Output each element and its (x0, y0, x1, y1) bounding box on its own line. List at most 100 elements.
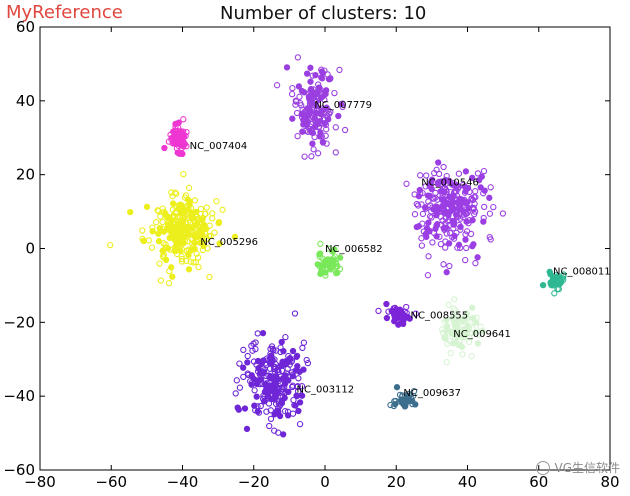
data-point (204, 235, 211, 242)
data-point (321, 120, 329, 127)
data-point (319, 138, 327, 146)
data-point (316, 253, 323, 260)
data-point (415, 193, 423, 200)
data-point (289, 84, 296, 92)
cluster-label: NC_008555 (411, 311, 469, 322)
data-point (499, 210, 507, 217)
data-point (425, 198, 432, 205)
data-point (470, 204, 477, 212)
data-point (255, 365, 262, 372)
data-point (278, 400, 286, 407)
data-point (182, 192, 190, 199)
data-point (289, 115, 296, 122)
data-point (547, 271, 554, 278)
data-point (424, 272, 432, 279)
data-point (447, 350, 454, 357)
data-point (272, 382, 280, 389)
brand-label: MyReference (6, 2, 123, 23)
data-point (313, 118, 320, 125)
data-point (397, 316, 405, 324)
data-point (319, 265, 327, 272)
data-point (313, 106, 320, 113)
data-point (314, 89, 321, 96)
data-point (474, 254, 481, 261)
data-point (438, 207, 445, 215)
data-point (159, 205, 166, 212)
data-point (481, 203, 488, 211)
data-point (472, 328, 480, 336)
data-point (462, 256, 469, 264)
data-point (265, 372, 272, 379)
data-point (244, 352, 251, 360)
data-point (325, 107, 332, 114)
data-point (285, 352, 292, 360)
data-point (480, 214, 487, 222)
data-point (422, 183, 429, 190)
data-point (168, 134, 175, 142)
data-point (452, 206, 459, 213)
data-point (398, 397, 405, 404)
data-point (462, 236, 469, 243)
cluster-label: NC_005296 (200, 237, 258, 248)
data-point (201, 210, 209, 218)
data-point (309, 140, 316, 147)
data-point (471, 208, 479, 215)
data-point (425, 253, 432, 260)
data-point (198, 220, 205, 228)
data-point (266, 422, 273, 430)
data-point (468, 353, 475, 360)
data-point (183, 202, 191, 210)
data-point (236, 360, 243, 367)
data-point (293, 352, 301, 360)
data-point (436, 233, 443, 240)
data-point (428, 214, 435, 221)
data-point (539, 281, 547, 289)
data-point (164, 213, 171, 220)
cluster-label: NC_008011 (553, 266, 611, 277)
data-point (174, 124, 182, 131)
data-point (264, 356, 272, 364)
data-point (445, 216, 452, 224)
data-point (451, 322, 459, 329)
data-point (295, 407, 302, 415)
data-point (189, 227, 196, 234)
y-tick-label: −60 (3, 461, 35, 479)
data-point (316, 251, 323, 258)
data-point (459, 322, 466, 329)
data-point (148, 244, 156, 251)
data-point (281, 394, 288, 402)
data-point (462, 168, 470, 175)
watermark-text: VG生信软件 (554, 461, 620, 475)
data-point (550, 282, 557, 289)
data-point (454, 244, 461, 251)
cluster-NC_010546 (403, 159, 507, 279)
y-tick-label: −40 (3, 387, 35, 405)
data-point (143, 203, 151, 211)
data-point (243, 425, 251, 433)
data-point (455, 170, 463, 177)
data-point (464, 198, 471, 206)
data-point (271, 356, 278, 363)
data-point (107, 241, 114, 249)
x-tick-label: 60 (529, 473, 548, 491)
data-point (267, 407, 274, 414)
cluster-NC_009637 (387, 384, 419, 410)
data-point (297, 100, 304, 107)
data-point (335, 112, 342, 120)
data-point (450, 218, 458, 225)
data-point (461, 183, 469, 190)
data-point (443, 327, 450, 334)
data-point (383, 300, 390, 308)
data-point (315, 81, 322, 88)
data-point (302, 127, 309, 135)
data-point (308, 153, 315, 160)
data-point (453, 229, 460, 236)
data-point (197, 205, 205, 213)
data-point (211, 229, 218, 236)
data-point (180, 116, 187, 123)
data-point (185, 184, 193, 191)
data-point (240, 373, 247, 381)
data-point (235, 406, 242, 413)
